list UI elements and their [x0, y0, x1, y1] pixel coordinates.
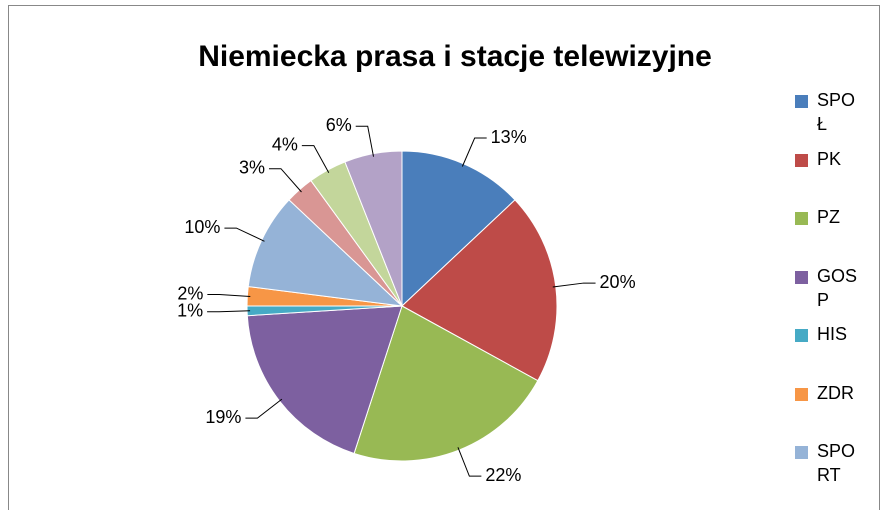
legend-label: ZDR: [817, 382, 854, 403]
legend-entry: HIS: [795, 324, 859, 346]
chart-title: Niemiecka prasa i stacje telewizyjne: [198, 40, 712, 73]
leader-line: [245, 398, 283, 419]
legend-swatch: [795, 329, 808, 342]
legend-label: PK: [817, 148, 842, 169]
data-label: 20%: [600, 272, 636, 292]
legend-label: SPOŁ: [817, 90, 856, 134]
legend-swatch: [795, 153, 808, 167]
legend-entry: SPORT: [795, 441, 859, 487]
legend-swatch: [795, 212, 808, 225]
leader-line: [207, 294, 251, 297]
legend-label: HIS: [817, 324, 848, 344]
legend-swatch: [795, 387, 808, 401]
leader-line: [457, 447, 482, 477]
data-label: 22%: [485, 465, 521, 485]
leader-line: [355, 125, 375, 157]
data-label: 6%: [326, 115, 352, 135]
legend-swatch: [795, 270, 808, 284]
legend-label: SPORT: [817, 441, 856, 485]
legend-entry: PZ: [795, 207, 859, 229]
data-label: 4%: [272, 134, 298, 154]
leader-line: [552, 282, 596, 288]
data-label: 1%: [177, 300, 203, 320]
legend-entry: GOSP: [795, 266, 859, 312]
legend-swatch: [795, 95, 808, 108]
leader-line: [207, 310, 251, 313]
legend-label: GOSP: [817, 265, 858, 310]
legend-label: PZ: [817, 207, 841, 227]
data-label: 2%: [177, 283, 203, 303]
leader-line: [301, 145, 330, 174]
leader-line: [268, 168, 302, 193]
leader-line: [461, 137, 487, 167]
legend-entry: PK: [795, 149, 859, 171]
data-label: 3%: [239, 157, 265, 177]
legend-entry: SPOŁ: [795, 90, 859, 136]
data-label: 10%: [184, 217, 220, 237]
data-label: 13%: [491, 127, 527, 147]
legend-entry: ZDR: [795, 383, 859, 405]
data-label: 19%: [205, 407, 241, 427]
legend-swatch: [795, 446, 808, 459]
leader-line: [224, 227, 265, 242]
